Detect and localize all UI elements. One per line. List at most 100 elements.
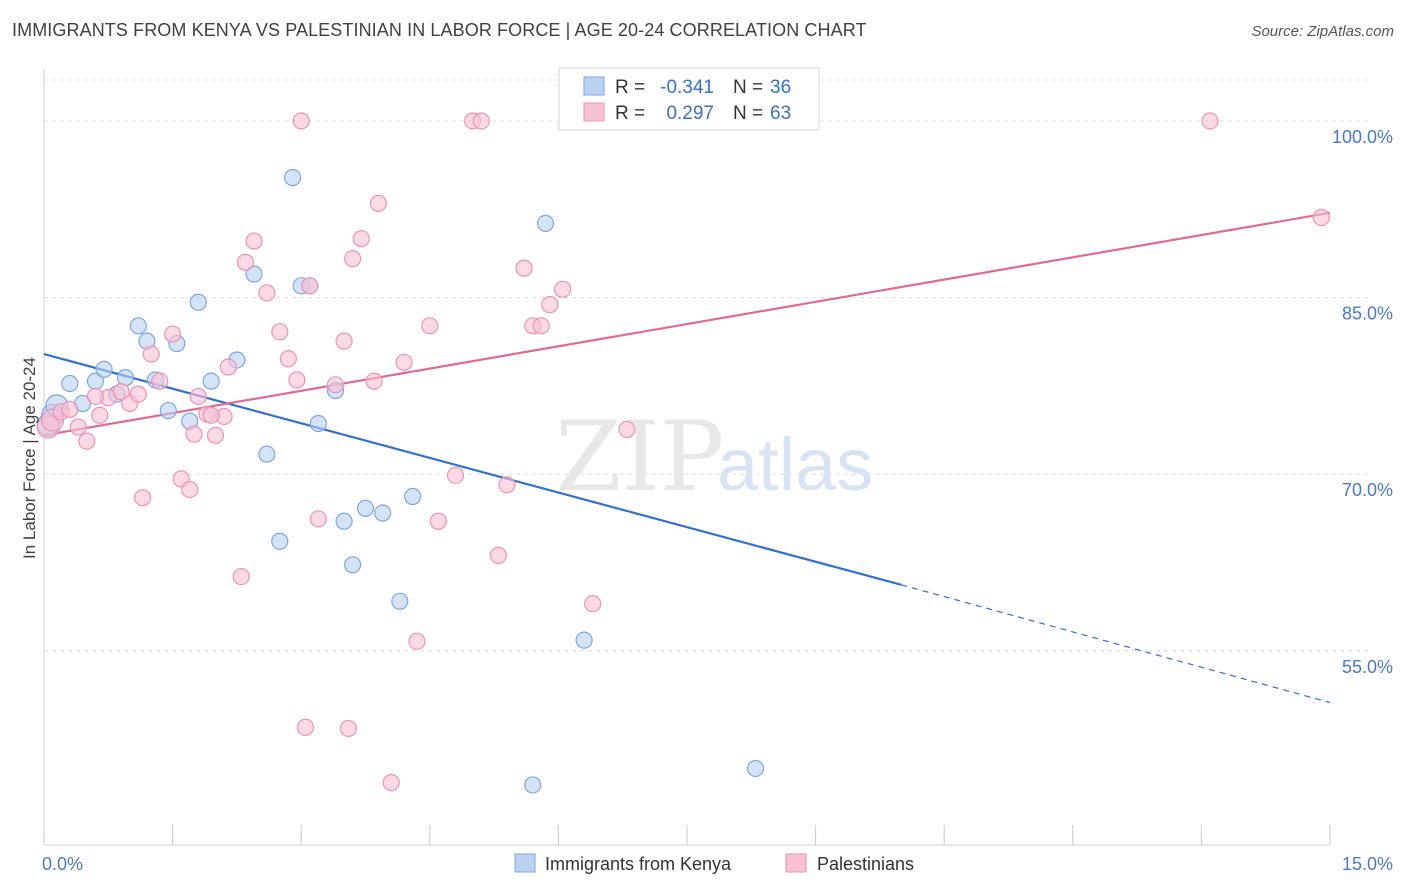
- point-palestinians: [129, 385, 147, 403]
- point-palestinians: [365, 372, 383, 390]
- chart-title: IMMIGRANTS FROM KENYA VS PALESTINIAN IN …: [12, 20, 867, 40]
- point-kenya: [335, 512, 353, 530]
- point-palestinians: [395, 353, 413, 371]
- stats-legend: R = -0.341 N = 36 R = 0.297 N = 63: [558, 67, 820, 131]
- point-palestinians: [301, 277, 319, 295]
- point-palestinians: [472, 112, 490, 130]
- point-kenya: [524, 776, 542, 794]
- point-palestinians: [232, 567, 250, 586]
- grid-lines: [44, 79, 1370, 652]
- data-points: [36, 112, 1331, 794]
- point-kenya: [344, 556, 362, 574]
- point-palestinians: [292, 112, 310, 130]
- y-tick-label: 55.0%: [1342, 657, 1393, 677]
- point-palestinians: [446, 466, 465, 484]
- legend-swatch-kenya: [514, 853, 536, 873]
- point-palestinians: [219, 358, 237, 376]
- point-palestinians: [515, 259, 533, 277]
- source-label: Source: ZipAtlas.com: [1251, 23, 1394, 40]
- x-tick-label: 15.0%: [1342, 854, 1393, 874]
- point-palestinians: [421, 317, 439, 335]
- legend-r-label-blue: R =: [615, 77, 645, 98]
- legend-label-palestinians: Palestinians: [817, 854, 914, 874]
- point-palestinians: [541, 296, 559, 314]
- point-palestinians: [352, 230, 370, 248]
- point-kenya: [189, 293, 207, 311]
- point-kenya: [159, 401, 177, 420]
- point-palestinians: [1201, 112, 1219, 130]
- point-palestinians: [112, 383, 130, 401]
- watermark-zip: ZIP: [555, 401, 724, 513]
- point-palestinians: [133, 489, 152, 507]
- point-kenya: [202, 372, 220, 390]
- point-palestinians: [618, 420, 636, 439]
- y-tick-label: 70.0%: [1342, 480, 1393, 500]
- legend-label-kenya: Immigrants from Kenya: [545, 854, 732, 874]
- point-kenya: [95, 360, 113, 378]
- legend-n-value-pink: 63: [770, 103, 791, 124]
- point-palestinians: [279, 350, 297, 368]
- point-palestinians: [189, 387, 207, 406]
- legend-stat-swatch-blue: [583, 76, 605, 96]
- point-palestinians: [206, 426, 225, 444]
- point-palestinians: [335, 332, 353, 350]
- trend-line-palestinians: [43, 211, 1331, 437]
- point-palestinians: [344, 250, 362, 268]
- point-kenya: [746, 759, 765, 778]
- series-legend: Immigrants from Kenya Palestinians: [514, 853, 914, 874]
- point-palestinians: [584, 595, 602, 613]
- point-palestinians: [339, 719, 357, 738]
- point-palestinians: [202, 406, 220, 424]
- point-palestinians: [245, 232, 263, 250]
- point-palestinians: [181, 480, 199, 499]
- tick-labels: 55.0% 70.0% 85.0% 100.0% 0.0% 15.0%: [42, 127, 1393, 874]
- trend-line-kenya: [43, 353, 902, 586]
- point-kenya: [61, 374, 79, 393]
- legend-r-value-blue: -0.341: [660, 77, 714, 98]
- legend-stat-swatch-pink: [583, 102, 605, 122]
- point-kenya: [129, 317, 147, 335]
- point-palestinians: [78, 432, 96, 450]
- point-palestinians: [1312, 208, 1331, 227]
- point-kenya: [356, 499, 375, 517]
- point-palestinians: [326, 376, 345, 394]
- point-palestinians: [164, 325, 182, 343]
- point-palestinians: [288, 371, 306, 389]
- point-kenya: [536, 214, 555, 232]
- x-tick-label: 0.0%: [42, 854, 83, 874]
- point-kenya: [575, 631, 593, 649]
- point-kenya: [258, 445, 276, 463]
- y-axis-label: In Labor Force | Age 20-24: [20, 357, 39, 559]
- legend-n-value-blue: 36: [770, 77, 791, 98]
- point-kenya: [374, 504, 392, 522]
- point-palestinians: [258, 284, 276, 302]
- point-kenya: [404, 487, 422, 506]
- trend-line-kenya-extension: [901, 584, 1331, 704]
- point-palestinians: [185, 425, 203, 443]
- point-palestinians: [309, 510, 327, 528]
- y-tick-label: 85.0%: [1342, 304, 1393, 324]
- point-palestinians: [369, 194, 387, 212]
- point-kenya: [116, 369, 135, 387]
- point-palestinians: [151, 372, 169, 390]
- point-palestinians: [554, 280, 572, 298]
- point-palestinians: [296, 718, 315, 736]
- point-kenya: [309, 414, 327, 433]
- point-palestinians: [408, 632, 426, 650]
- point-palestinians: [142, 345, 160, 363]
- point-palestinians: [532, 317, 550, 335]
- trend-lines: [43, 211, 1331, 704]
- legend-swatch-palestinians: [785, 853, 807, 873]
- axes: [43, 68, 1331, 846]
- point-kenya: [245, 265, 263, 283]
- watermark: ZIP atlas: [555, 401, 873, 513]
- legend-r-label-pink: R =: [615, 103, 645, 124]
- point-palestinians: [69, 418, 87, 436]
- point-palestinians: [86, 387, 105, 406]
- point-palestinians: [236, 253, 255, 271]
- point-palestinians: [271, 323, 289, 341]
- point-kenya: [284, 168, 302, 187]
- point-palestinians: [489, 546, 507, 564]
- point-palestinians: [91, 406, 109, 424]
- point-palestinians: [61, 400, 79, 419]
